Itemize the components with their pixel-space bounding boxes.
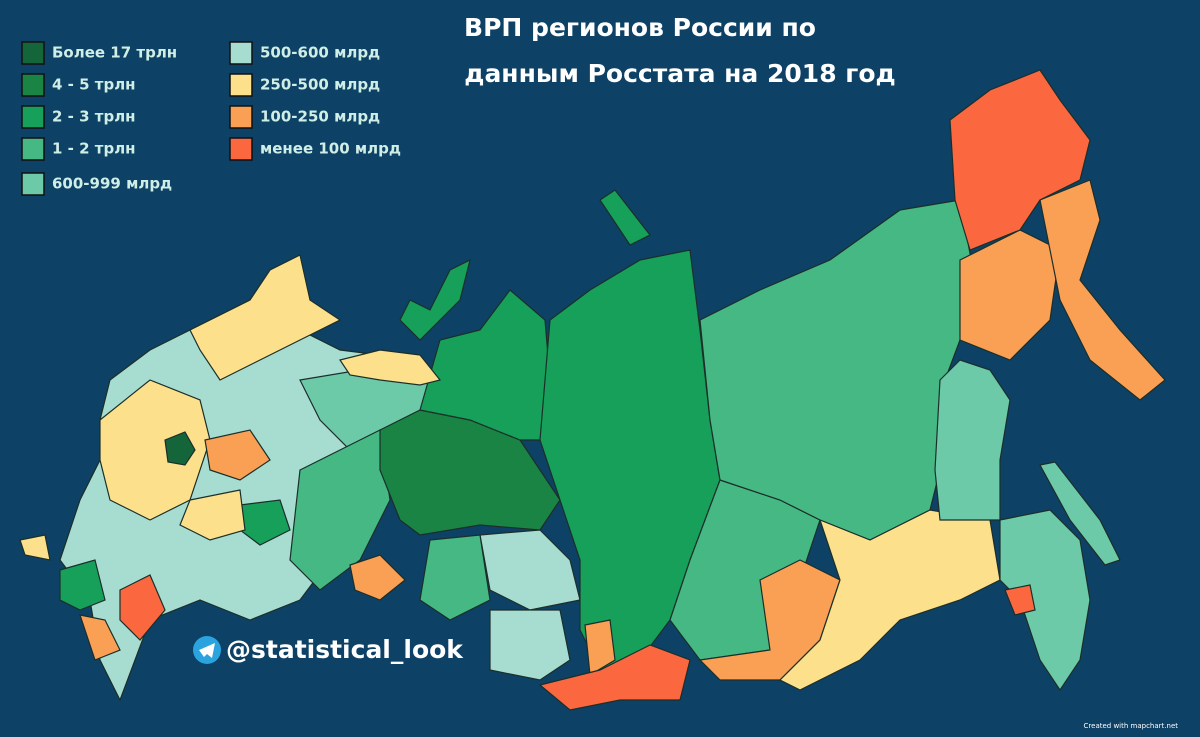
region bbox=[599, 189, 651, 246]
region bbox=[19, 534, 51, 561]
legend-label: 4 - 5 трлн bbox=[52, 76, 136, 94]
telegram-plane bbox=[199, 643, 215, 658]
region bbox=[538, 644, 691, 711]
region bbox=[119, 574, 166, 641]
legend-label: 500-600 млрд bbox=[260, 44, 380, 62]
credit: Created with mapchart.net bbox=[1084, 722, 1179, 730]
legend-label: 600-999 млрд bbox=[52, 175, 172, 193]
region bbox=[949, 69, 1091, 251]
region bbox=[1039, 179, 1166, 401]
legend-label: 250-500 млрд bbox=[260, 76, 380, 94]
region bbox=[79, 614, 121, 661]
region bbox=[1039, 461, 1121, 566]
legend-swatch bbox=[229, 137, 253, 161]
region bbox=[339, 349, 442, 386]
map bbox=[19, 69, 1166, 711]
legend: Более 17 трлн 4 - 5 трлн 2 - 3 трлн 1 - 2 т… bbox=[21, 41, 401, 196]
region bbox=[584, 619, 616, 677]
legend-label: 100-250 млрд bbox=[260, 108, 380, 126]
region bbox=[419, 534, 491, 621]
legend-label: Более 17 трлн bbox=[52, 44, 177, 62]
region bbox=[179, 489, 246, 541]
legend-label: 1 - 2 трлн bbox=[52, 140, 136, 158]
region bbox=[934, 359, 1011, 521]
region bbox=[59, 559, 106, 611]
region bbox=[399, 258, 471, 341]
legend-label: 2 - 3 трлн bbox=[52, 108, 136, 126]
legend-swatch bbox=[21, 73, 45, 97]
region bbox=[204, 429, 271, 481]
region bbox=[164, 431, 196, 466]
handle: @statistical_look bbox=[226, 635, 464, 664]
legend-swatch bbox=[21, 105, 45, 129]
legend-swatch bbox=[21, 41, 45, 65]
title-line: ВРП регионов России по bbox=[464, 13, 816, 42]
region bbox=[1004, 584, 1036, 616]
legend-swatch bbox=[21, 172, 45, 196]
region bbox=[349, 554, 406, 601]
region bbox=[778, 509, 1001, 691]
region bbox=[489, 609, 571, 681]
title-line: данным Росстата на 2018 год bbox=[464, 59, 895, 88]
legend-swatch bbox=[229, 73, 253, 97]
legend-swatch bbox=[21, 137, 45, 161]
region bbox=[189, 254, 342, 381]
legend-swatch bbox=[229, 105, 253, 129]
legend-label: менее 100 млрд bbox=[260, 140, 401, 158]
legend-swatch bbox=[229, 41, 253, 65]
